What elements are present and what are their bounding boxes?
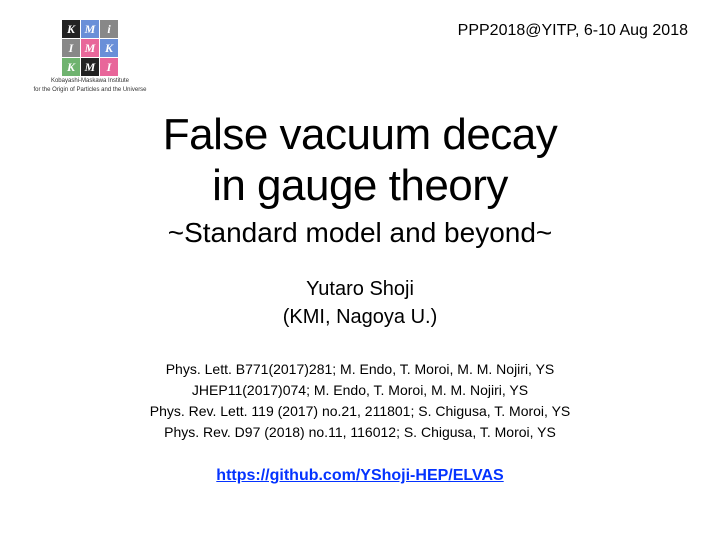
title-line-1: False vacuum decay xyxy=(40,110,680,161)
link-block: https://github.com/YShoji-HEP/ELVAS xyxy=(40,467,680,485)
conference-info: PPP2018@YITP, 6-10 Aug 2018 xyxy=(458,22,688,40)
logo-caption-line2: for the Origin of Particles and the Univ… xyxy=(30,87,150,94)
github-link[interactable]: https://github.com/YShoji-HEP/ELVAS xyxy=(216,467,503,484)
subtitle: ~Standard model and beyond~ xyxy=(40,217,680,249)
logo-cell: I xyxy=(62,39,80,57)
logo-cell: i xyxy=(100,20,118,38)
reference-line: Phys. Lett. B771(2017)281; M. Endo, T. M… xyxy=(40,359,680,380)
author-affiliation: (KMI, Nagoya U.) xyxy=(40,303,680,331)
slide-content: False vacuum decay in gauge theory ~Stan… xyxy=(0,110,720,485)
reference-line: Phys. Rev. Lett. 119 (2017) no.21, 21180… xyxy=(40,401,680,422)
title-line-2: in gauge theory xyxy=(40,161,680,212)
logo-grid: K M i I M K K M I xyxy=(62,20,118,76)
institute-logo: K M i I M K K M I Kobayashi-Maskawa Inst… xyxy=(30,20,150,94)
logo-cell: K xyxy=(62,58,80,76)
logo-cell: K xyxy=(100,39,118,57)
author-block: Yutaro Shoji (KMI, Nagoya U.) xyxy=(40,275,680,331)
author-name: Yutaro Shoji xyxy=(40,275,680,303)
logo-cell: M xyxy=(81,39,99,57)
reference-line: JHEP11(2017)074; M. Endo, T. Moroi, M. M… xyxy=(40,380,680,401)
reference-line: Phys. Rev. D97 (2018) no.11, 116012; S. … xyxy=(40,422,680,443)
logo-cell: K xyxy=(62,20,80,38)
logo-cell: M xyxy=(81,58,99,76)
logo-cell: I xyxy=(100,58,118,76)
references: Phys. Lett. B771(2017)281; M. Endo, T. M… xyxy=(40,359,680,443)
logo-cell: M xyxy=(81,20,99,38)
logo-caption-line1: Kobayashi-Maskawa Institute xyxy=(30,78,150,85)
